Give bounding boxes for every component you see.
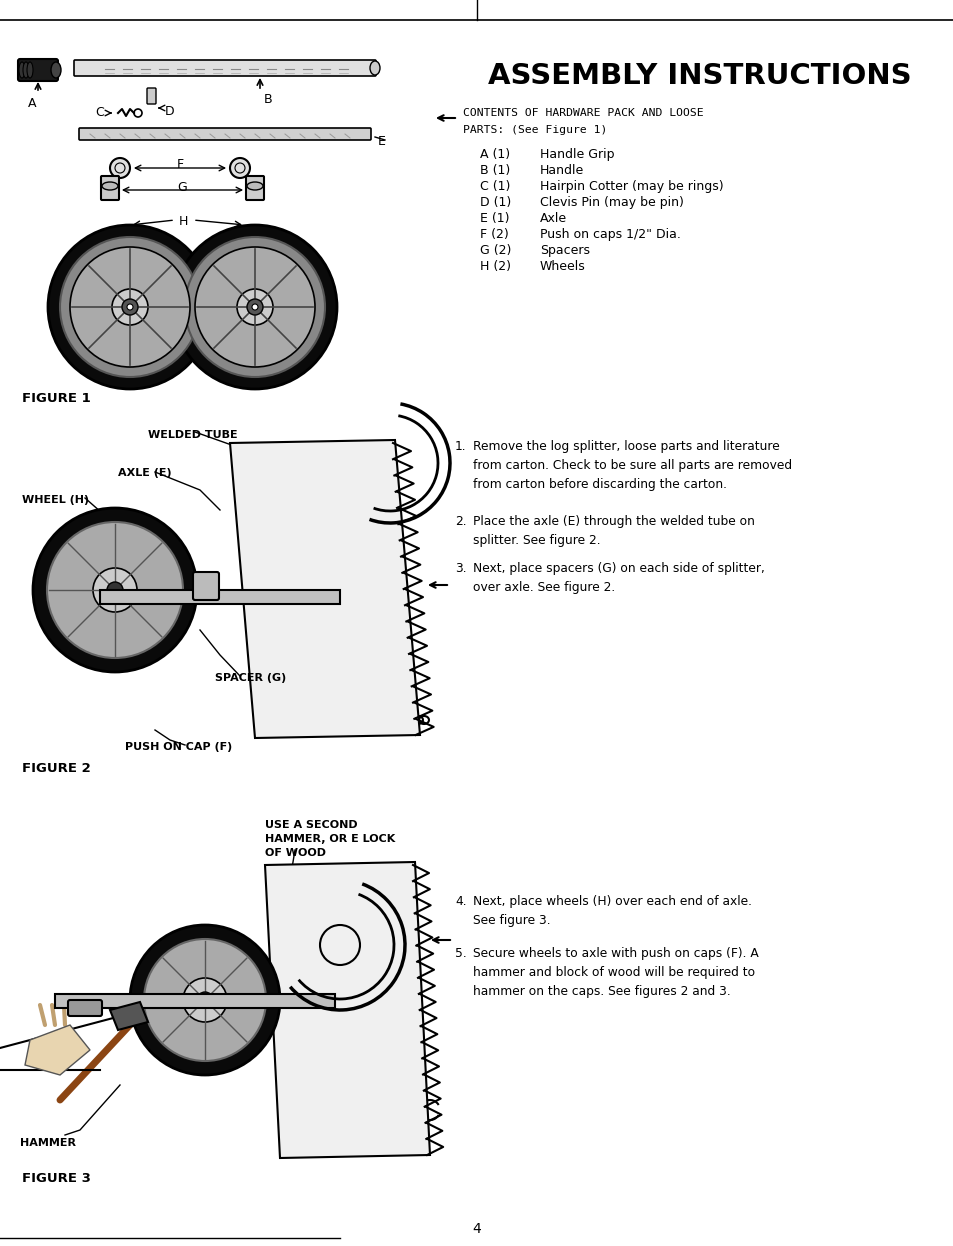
Text: 2.: 2. — [455, 515, 466, 528]
Text: G: G — [177, 181, 187, 194]
Circle shape — [33, 508, 196, 672]
Circle shape — [60, 237, 200, 378]
Text: F (2): F (2) — [479, 228, 508, 240]
Text: FIGURE 3: FIGURE 3 — [22, 1172, 91, 1185]
Polygon shape — [265, 862, 430, 1158]
Text: ASSEMBLY INSTRUCTIONS: ASSEMBLY INSTRUCTIONS — [488, 62, 911, 90]
Circle shape — [130, 925, 280, 1075]
Text: Remove the log splitter, loose parts and literature
from carton. Check to be sur: Remove the log splitter, loose parts and… — [473, 440, 791, 491]
Text: Spacers: Spacers — [539, 244, 589, 257]
Circle shape — [252, 304, 257, 310]
Text: AXLE (E): AXLE (E) — [118, 468, 172, 478]
Text: HAMMER: HAMMER — [20, 1138, 76, 1148]
Circle shape — [172, 226, 336, 389]
Circle shape — [112, 289, 148, 325]
FancyBboxPatch shape — [74, 60, 375, 76]
Text: Next, place spacers (G) on each side of splitter,
over axle. See figure 2.: Next, place spacers (G) on each side of … — [473, 562, 764, 594]
Text: WELDED TUBE: WELDED TUBE — [148, 430, 237, 440]
Text: USE A SECOND
HAMMER, OR E LOCK
OF WOOD: USE A SECOND HAMMER, OR E LOCK OF WOOD — [265, 820, 395, 858]
Circle shape — [236, 289, 273, 325]
Text: B (1): B (1) — [479, 164, 510, 177]
Ellipse shape — [23, 62, 29, 78]
Circle shape — [110, 158, 130, 178]
Text: E (1): E (1) — [479, 212, 509, 226]
Text: Hairpin Cotter (may be rings): Hairpin Cotter (may be rings) — [539, 179, 723, 193]
Bar — [55, 994, 335, 1008]
Text: Push on caps 1/2" Dia.: Push on caps 1/2" Dia. — [539, 228, 680, 240]
Text: PUSH ON CAP (F): PUSH ON CAP (F) — [125, 743, 232, 753]
Text: Secure wheels to axle with push on caps (F). A
hammer and block of wood will be : Secure wheels to axle with push on caps … — [473, 947, 758, 998]
Text: B: B — [264, 93, 273, 106]
Text: SPACER (G): SPACER (G) — [214, 673, 286, 683]
Text: PARTS: (See Figure 1): PARTS: (See Figure 1) — [462, 125, 607, 135]
Polygon shape — [110, 1002, 148, 1030]
Text: A: A — [28, 97, 36, 110]
Polygon shape — [230, 440, 419, 738]
Polygon shape — [25, 1025, 90, 1075]
Circle shape — [92, 568, 137, 612]
Text: C: C — [95, 106, 104, 120]
Circle shape — [230, 158, 250, 178]
Circle shape — [122, 299, 138, 315]
Ellipse shape — [102, 182, 118, 189]
Text: A (1): A (1) — [479, 148, 510, 161]
FancyBboxPatch shape — [147, 88, 156, 103]
FancyBboxPatch shape — [18, 59, 58, 81]
Text: Handle Grip: Handle Grip — [539, 148, 614, 161]
FancyBboxPatch shape — [246, 176, 264, 201]
Circle shape — [107, 582, 123, 598]
Text: WHEEL (H): WHEEL (H) — [22, 495, 89, 505]
Text: FIGURE 2: FIGURE 2 — [22, 763, 91, 775]
Text: G (2): G (2) — [479, 244, 511, 257]
Text: E: E — [377, 135, 385, 148]
FancyBboxPatch shape — [193, 572, 219, 601]
Text: F: F — [176, 158, 183, 171]
Circle shape — [144, 939, 266, 1062]
Ellipse shape — [19, 62, 25, 78]
Text: 4.: 4. — [455, 895, 466, 908]
Text: H: H — [178, 216, 188, 228]
FancyBboxPatch shape — [101, 176, 119, 201]
Text: Place the axle (E) through the welded tube on
splitter. See figure 2.: Place the axle (E) through the welded tu… — [473, 515, 754, 547]
Circle shape — [127, 304, 132, 310]
Text: Next, place wheels (H) over each end of axle.
See figure 3.: Next, place wheels (H) over each end of … — [473, 895, 751, 927]
Circle shape — [48, 226, 212, 389]
Circle shape — [185, 237, 325, 378]
Text: Clevis Pin (may be pin): Clevis Pin (may be pin) — [539, 196, 683, 209]
Circle shape — [196, 992, 213, 1008]
Text: CONTENTS OF HARDWARE PACK AND LOOSE: CONTENTS OF HARDWARE PACK AND LOOSE — [462, 108, 703, 118]
Circle shape — [183, 978, 227, 1022]
Circle shape — [194, 247, 314, 368]
Text: 5.: 5. — [455, 947, 466, 959]
Text: FIGURE 1: FIGURE 1 — [22, 392, 91, 405]
Circle shape — [247, 299, 263, 315]
Bar — [100, 591, 339, 604]
Text: D (1): D (1) — [479, 196, 511, 209]
Ellipse shape — [247, 182, 263, 189]
Text: 1.: 1. — [455, 440, 466, 454]
Text: H (2): H (2) — [479, 260, 511, 273]
FancyBboxPatch shape — [79, 128, 371, 140]
Circle shape — [70, 247, 190, 368]
Ellipse shape — [27, 62, 33, 78]
Ellipse shape — [370, 61, 379, 75]
FancyBboxPatch shape — [68, 1001, 102, 1015]
Circle shape — [47, 522, 183, 658]
Text: 4: 4 — [472, 1222, 481, 1236]
Text: 3.: 3. — [455, 562, 466, 574]
Text: C (1): C (1) — [479, 179, 510, 193]
Text: Axle: Axle — [539, 212, 566, 226]
Ellipse shape — [51, 62, 61, 78]
Text: D: D — [165, 105, 174, 118]
Text: Wheels: Wheels — [539, 260, 585, 273]
Text: Handle: Handle — [539, 164, 583, 177]
